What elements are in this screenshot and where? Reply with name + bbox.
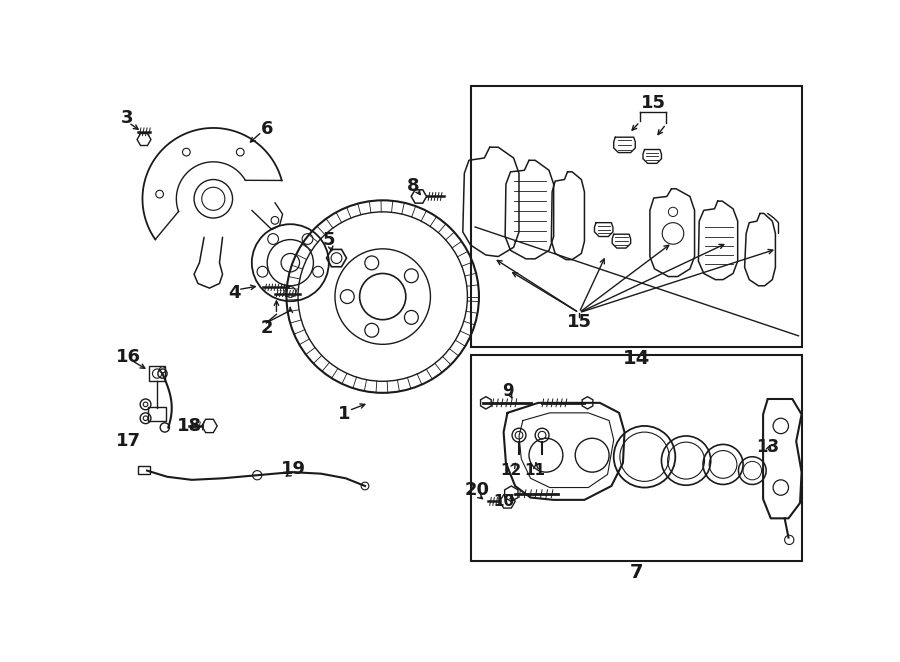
- Text: 14: 14: [623, 349, 651, 367]
- Text: 17: 17: [116, 432, 141, 450]
- Bar: [472, 355, 803, 561]
- Text: 4: 4: [228, 285, 240, 303]
- Bar: [138, 466, 150, 474]
- Text: 11: 11: [524, 463, 544, 478]
- Text: 2: 2: [260, 319, 273, 337]
- Text: 1: 1: [338, 405, 350, 424]
- Text: 6: 6: [261, 120, 274, 138]
- Text: 7: 7: [630, 563, 644, 582]
- Text: 19: 19: [281, 460, 306, 478]
- Text: 9: 9: [501, 382, 513, 401]
- Text: 5: 5: [322, 230, 335, 249]
- Text: 18: 18: [177, 417, 202, 435]
- Text: 15: 15: [641, 93, 666, 111]
- Text: 3: 3: [121, 109, 133, 127]
- Text: 12: 12: [500, 463, 522, 478]
- Bar: [149, 366, 165, 381]
- Bar: [148, 407, 166, 421]
- Text: 10: 10: [494, 494, 515, 509]
- Text: 20: 20: [464, 481, 490, 499]
- Text: 15: 15: [567, 313, 591, 331]
- Text: 13: 13: [756, 438, 779, 457]
- Text: 8: 8: [407, 177, 419, 195]
- Bar: [472, 85, 803, 348]
- Text: 16: 16: [116, 348, 141, 365]
